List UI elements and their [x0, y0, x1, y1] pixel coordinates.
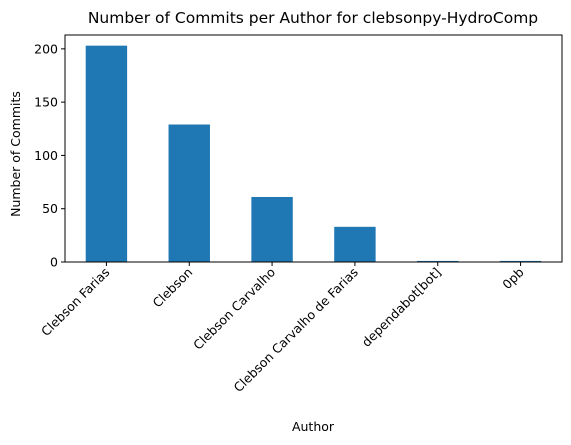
- y-tick-label: 100: [34, 148, 58, 163]
- y-axis-label: Number of Commits: [8, 91, 23, 217]
- y-axis-ticks: 0 50 100 150 200: [34, 41, 65, 270]
- bar: [168, 124, 210, 263]
- y-tick-label: 150: [34, 95, 58, 110]
- bar: [85, 45, 128, 262]
- plot-frame: [64, 34, 563, 263]
- bar: [251, 196, 293, 262]
- x-tick-label: Clebson: [149, 265, 195, 311]
- bar: [499, 260, 542, 262]
- y-tick-label: 0: [50, 255, 58, 270]
- y-tick-label: 50: [42, 201, 58, 216]
- x-tick-label: Clebson Carvalho: [190, 265, 278, 353]
- x-axis-label: Author: [292, 419, 335, 434]
- bar: [334, 226, 376, 262]
- chart-title: Number of Commits per Author for clebson…: [88, 9, 538, 27]
- y-tick-label: 200: [34, 41, 58, 56]
- bar: [417, 260, 459, 262]
- x-tick-label: dependabot[bot]: [359, 265, 444, 350]
- bars-group: [85, 45, 542, 263]
- x-tick-label: Clebson Farias: [38, 265, 113, 340]
- x-tick-label: 0pb: [499, 264, 526, 291]
